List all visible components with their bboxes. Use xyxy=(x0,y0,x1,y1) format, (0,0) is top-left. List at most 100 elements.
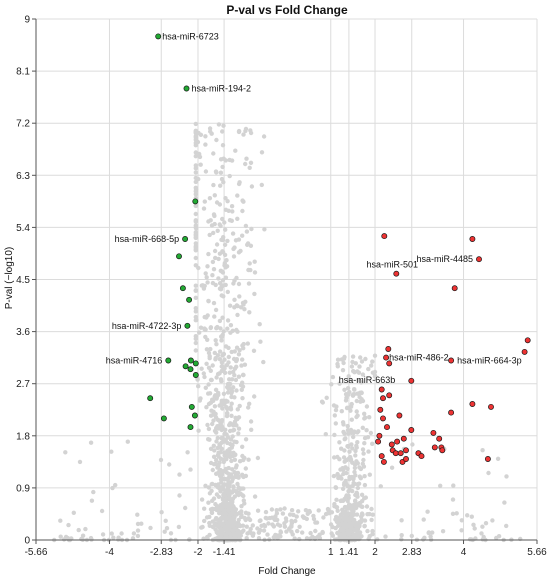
ns-point xyxy=(214,430,219,435)
ns-point xyxy=(368,430,374,436)
ns-point xyxy=(232,349,237,354)
ns-point xyxy=(409,533,414,539)
ns-point xyxy=(218,487,223,493)
ns-point xyxy=(202,327,207,332)
up-regulated-point xyxy=(381,233,388,240)
ns-point xyxy=(221,123,226,128)
ns-point xyxy=(214,426,219,431)
ns-point xyxy=(267,537,272,542)
up-regulated-point xyxy=(393,270,400,277)
ns-point xyxy=(113,482,118,488)
ns-point xyxy=(206,500,211,505)
up-regulated-point xyxy=(403,456,409,462)
ns-point xyxy=(356,370,362,375)
ns-point xyxy=(219,420,224,425)
ns-point xyxy=(302,515,307,520)
down-regulated-point xyxy=(191,412,198,419)
ns-point xyxy=(316,508,321,513)
ns-point xyxy=(351,476,356,481)
ns-point xyxy=(359,492,365,497)
ns-point xyxy=(220,216,225,222)
ns-point xyxy=(428,534,433,539)
ns-point xyxy=(278,529,283,534)
ns-point xyxy=(220,129,225,134)
ns-point xyxy=(100,532,106,537)
ns-point xyxy=(352,387,357,392)
ns-point xyxy=(317,536,323,541)
ns-point xyxy=(297,536,302,542)
ns-point xyxy=(350,392,356,397)
up-regulated-point xyxy=(386,360,393,367)
up-regulated-point xyxy=(380,415,386,422)
ns-point xyxy=(71,510,77,515)
ns-point xyxy=(217,251,223,256)
ns-point xyxy=(360,504,365,509)
ns-point xyxy=(211,300,217,306)
ns-point xyxy=(135,528,141,533)
ns-point xyxy=(219,360,225,365)
ns-point xyxy=(225,390,231,395)
ns-point xyxy=(263,515,268,521)
ns-point xyxy=(220,143,226,148)
ns-point xyxy=(263,509,269,515)
ns-point xyxy=(337,440,342,445)
down-regulated-point xyxy=(176,253,182,260)
ns-point xyxy=(214,439,219,444)
ns-point xyxy=(218,183,223,188)
ns-point xyxy=(231,254,237,259)
ns-point xyxy=(354,443,359,448)
ns-point xyxy=(399,537,404,542)
ns-point xyxy=(217,511,222,516)
ns-point xyxy=(211,230,216,236)
ns-point xyxy=(237,403,242,409)
ns-point xyxy=(236,426,242,431)
up-regulated-point xyxy=(408,377,415,384)
ns-point xyxy=(230,209,235,214)
ns-point xyxy=(229,499,234,504)
ns-point xyxy=(199,497,205,502)
ns-point xyxy=(204,361,209,366)
ns-point xyxy=(109,449,114,454)
up-regulated-point xyxy=(392,450,399,457)
ns-point xyxy=(212,404,218,409)
ns-point xyxy=(246,281,252,286)
ns-point xyxy=(193,245,198,250)
ns-point xyxy=(265,532,270,537)
ns-point xyxy=(370,441,375,446)
ns-point xyxy=(221,180,226,185)
ns-point xyxy=(241,372,246,378)
ns-point xyxy=(332,501,337,507)
ns-point xyxy=(139,521,144,526)
ns-point xyxy=(357,465,362,470)
up-regulated-point xyxy=(430,429,437,436)
down-regulated-point xyxy=(192,360,199,367)
ns-point xyxy=(196,428,201,433)
ns-point xyxy=(369,506,374,512)
ns-point xyxy=(228,437,234,442)
ns-point xyxy=(235,312,240,318)
ns-point xyxy=(221,527,226,532)
ns-point xyxy=(222,370,228,375)
ns-point xyxy=(193,295,198,300)
ns-point xyxy=(232,373,237,378)
ns-point xyxy=(245,341,250,346)
down-regulated-point xyxy=(192,198,199,205)
ns-point xyxy=(206,426,212,432)
ns-point xyxy=(109,531,114,536)
ns-point xyxy=(205,337,210,342)
ns-point xyxy=(352,462,358,467)
ns-point xyxy=(241,493,246,499)
ns-point xyxy=(483,521,489,526)
ns-point xyxy=(362,474,367,479)
ns-point xyxy=(58,534,63,539)
ns-point xyxy=(185,450,190,455)
ns-point xyxy=(198,325,204,330)
ns-point xyxy=(232,494,237,499)
ns-point xyxy=(234,388,239,393)
up-regulated-point xyxy=(521,348,528,355)
ns-point xyxy=(355,440,360,445)
ns-point xyxy=(289,520,295,526)
ns-point xyxy=(320,530,325,535)
point-label: hsa-miR-486-2 xyxy=(389,353,449,363)
